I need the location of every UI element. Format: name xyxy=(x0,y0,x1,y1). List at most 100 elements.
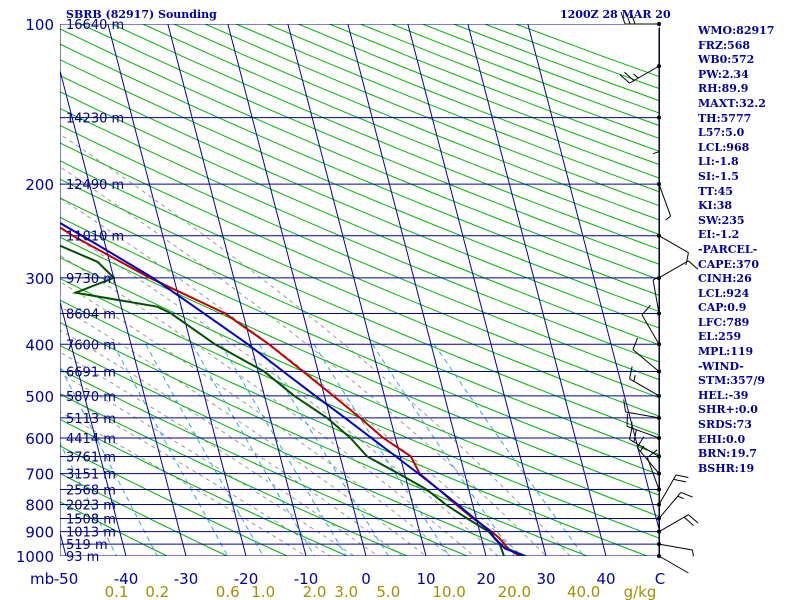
mixing-ratio-line xyxy=(371,344,515,556)
dewpoint-profile xyxy=(60,244,505,556)
index-item: MAXT:32.2 xyxy=(698,96,766,110)
wind-barb-half xyxy=(677,495,684,500)
mixing-ratio-line xyxy=(145,344,264,556)
height-label: 2568 m xyxy=(66,484,116,499)
profiles xyxy=(60,221,526,556)
wind-barb-flag xyxy=(688,260,699,270)
mixing-ratio-label: 10.0 xyxy=(432,583,465,600)
index-item: LCL:968 xyxy=(698,140,750,154)
mixing-ratio-label: 0.2 xyxy=(145,583,169,600)
height-label: 5870 m xyxy=(66,390,116,405)
height-label: 8604 m xyxy=(66,307,116,322)
isotherm xyxy=(0,24,6,556)
height-label: 12490 m xyxy=(66,178,124,193)
wind-barb-flag xyxy=(629,366,633,379)
temperature-tick-label: -20 xyxy=(234,570,259,588)
index-item: FRZ:568 xyxy=(698,38,751,52)
wind-barb-flag xyxy=(633,429,637,443)
index-item: HEL:-39 xyxy=(698,388,749,402)
dry-adiabat xyxy=(111,24,660,251)
temperature-tick-label: 10 xyxy=(416,570,435,588)
pressure-label: 1000 xyxy=(16,548,54,566)
pressure-unit-label: mb xyxy=(30,570,54,588)
mixing-ratio-label: 0.1 xyxy=(105,583,129,600)
index-item: PW:2.34 xyxy=(698,67,749,81)
pressure-label: 100 xyxy=(25,16,54,34)
index-item: EHI:0.0 xyxy=(698,432,746,446)
wind-barb-flag xyxy=(630,11,636,25)
wind-barb-flag xyxy=(632,337,639,350)
index-item: SHR+:0.0 xyxy=(698,403,758,417)
index-item: LCL:924 xyxy=(698,286,750,300)
height-label: 93 m xyxy=(66,550,99,565)
wind-barb-flag xyxy=(688,514,699,524)
wind-barb-flag xyxy=(673,478,686,483)
isotherm xyxy=(60,68,187,556)
pressure-label: 700 xyxy=(25,466,54,484)
wind-barb-shaft xyxy=(629,65,660,84)
wind-barb-shaft xyxy=(632,349,660,372)
height-label: 6691 m xyxy=(66,366,116,381)
height-label: 2023 m xyxy=(66,498,116,513)
index-item: SW:235 xyxy=(698,213,745,227)
temperature-tick-label: -40 xyxy=(114,570,139,588)
wind-barb-flag xyxy=(680,491,693,498)
wind-barb-shaft xyxy=(636,447,660,474)
dry-adiabat xyxy=(60,28,660,281)
pressure-label: 200 xyxy=(25,176,54,194)
wind-barb-flag xyxy=(625,11,631,25)
pressure-label: 400 xyxy=(25,336,54,354)
wind-barb-half xyxy=(633,73,639,79)
wind-barb-shaft xyxy=(646,457,660,490)
height-label: 519 m xyxy=(66,538,108,553)
wind-barb-shaft xyxy=(658,260,689,279)
temperature-tick-label: 20 xyxy=(476,570,495,588)
mixing-ratio-label: 1.0 xyxy=(251,583,275,600)
mixing-ratio-line xyxy=(220,344,347,556)
wind-barb-shaft xyxy=(658,474,677,505)
chart-datetime: 1200Z 28 MAR 20 xyxy=(560,8,671,21)
wind-barb-shaft xyxy=(658,543,693,551)
wind-barb-flag xyxy=(619,74,630,84)
isotherm xyxy=(467,24,607,556)
index-item: BSHR:19 xyxy=(698,461,755,475)
grid xyxy=(0,24,660,556)
wind-barb-half xyxy=(652,151,660,155)
wind-barb-shaft xyxy=(658,235,689,254)
mixing-ratio-label: 20.0 xyxy=(498,583,531,600)
wind-barb-shaft xyxy=(658,555,689,574)
index-item: L57:5.0 xyxy=(698,126,745,140)
mixing-ratio-label: 5.0 xyxy=(376,583,400,600)
wind-barb-shaft xyxy=(629,439,660,457)
isotherm xyxy=(527,24,660,535)
wind-barb-flag xyxy=(629,426,633,440)
index-item: -PARCEL- xyxy=(698,242,758,256)
index-item: LFC:789 xyxy=(698,315,750,329)
temperature-tick-label: 30 xyxy=(536,570,555,588)
wind-barb-shaft xyxy=(626,425,660,439)
wind-barb-shaft xyxy=(658,492,682,519)
mixing-ratio-label: 2.0 xyxy=(303,583,327,600)
height-label: 4414 m xyxy=(66,432,116,447)
wind-barb-flag xyxy=(683,516,694,526)
index-item: MPL:119 xyxy=(698,345,754,359)
temperature-tick-label: -50 xyxy=(54,570,79,588)
index-item: TT:45 xyxy=(698,184,733,198)
wind-barb-flag xyxy=(623,399,627,413)
temperature-tick-label: 40 xyxy=(596,570,615,588)
wind-barb-shaft xyxy=(625,411,660,419)
index-item: CAPE:370 xyxy=(698,257,759,271)
height-label: 3151 m xyxy=(66,468,116,483)
index-item: WB0:572 xyxy=(698,53,755,67)
index-item: EI:-1.2 xyxy=(698,228,740,242)
wind-barb-flag xyxy=(675,474,689,479)
index-item: EL:259 xyxy=(698,330,742,344)
height-label: 1013 m xyxy=(66,526,116,541)
isotherm xyxy=(287,24,427,556)
index-item: KI:38 xyxy=(698,199,733,213)
index-item: LI:-1.8 xyxy=(698,155,739,169)
chart-title: SBRB (82917) Sounding xyxy=(66,8,217,21)
wind-barb-shaft xyxy=(658,514,689,533)
